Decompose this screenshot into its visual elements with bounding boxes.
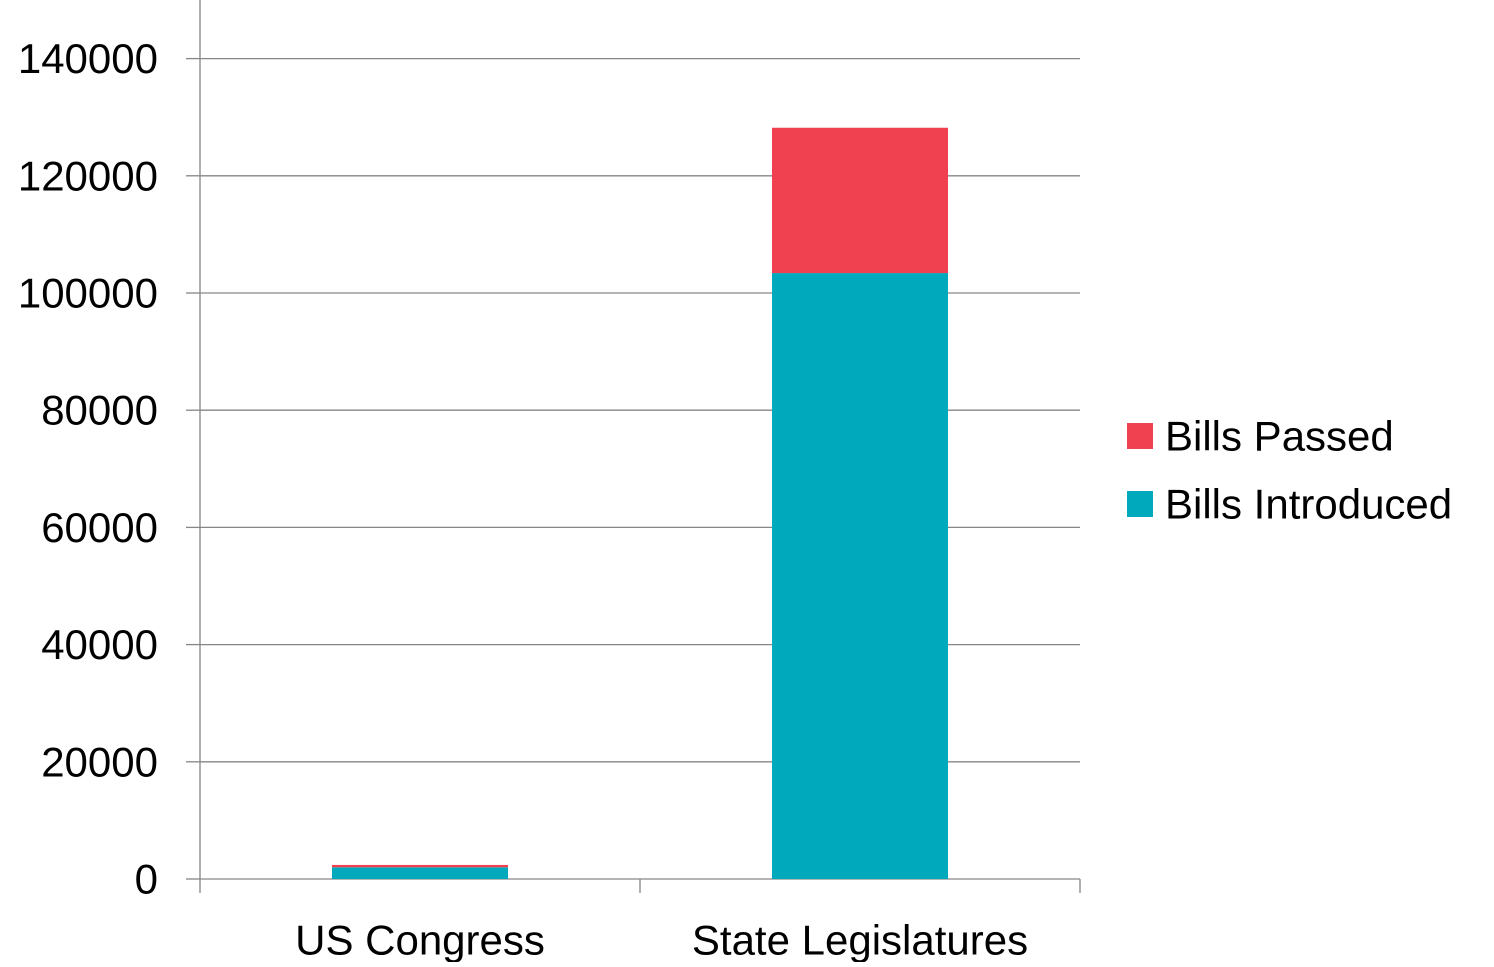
x-tick-label: State Legislatures xyxy=(692,917,1028,963)
legend: Bills Passed Bills Introduced xyxy=(1127,413,1452,528)
bar-bills-introduced-state-legislatures xyxy=(772,273,948,879)
y-tick-label: 0 xyxy=(135,856,158,903)
y-axis-tick-labels: 0 20000 40000 60000 80000 100000 120000 140000 xyxy=(18,35,158,902)
y-tick-label: 100000 xyxy=(18,270,158,317)
y-tick-label: 80000 xyxy=(41,387,158,434)
bar-bills-passed-state-legislatures xyxy=(772,127,948,274)
legend-item-bills-passed: Bills Passed xyxy=(1127,413,1394,460)
legend-swatch xyxy=(1127,423,1153,449)
gridlines xyxy=(200,57,1080,763)
x-axis-tick-labels: US Congress State Legislatures xyxy=(295,917,1028,964)
y-tick-label: 140000 xyxy=(18,35,158,82)
legend-item-bills-introduced: Bills Introduced xyxy=(1127,481,1452,528)
legend-swatch xyxy=(1127,491,1153,517)
bar-bills-introduced-us-congress xyxy=(332,867,508,879)
legend-label: Bills Passed xyxy=(1165,413,1394,460)
bar-bills-passed-us-congress xyxy=(332,864,508,868)
legend-label: Bills Introduced xyxy=(1165,481,1452,528)
y-tick-label: 20000 xyxy=(41,738,158,785)
y-tick-label: 60000 xyxy=(41,504,158,551)
y-tick-label: 120000 xyxy=(18,152,158,199)
bars xyxy=(332,127,948,879)
x-tick-label: US Congress xyxy=(295,917,545,963)
y-tick-label: 40000 xyxy=(41,621,158,668)
